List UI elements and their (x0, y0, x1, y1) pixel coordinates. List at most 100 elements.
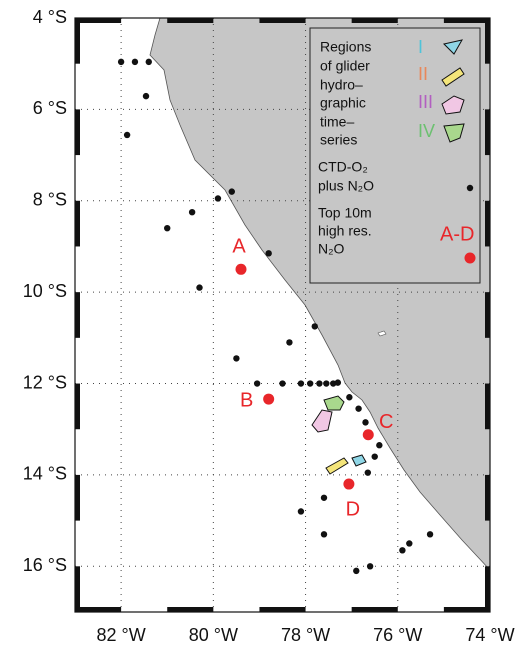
lat-tick-label: 16 °S (23, 555, 67, 575)
site-label: D (346, 498, 360, 520)
border-block (75, 200, 80, 247)
legend-text: graphic (320, 95, 366, 111)
station (297, 508, 305, 515)
legend-site-dot (464, 252, 476, 264)
station (253, 380, 261, 387)
region-II (325, 457, 349, 475)
legend-box (309, 27, 481, 284)
station (376, 442, 383, 449)
border-block (351, 607, 398, 612)
lon-tick-label: 76 °W (373, 625, 422, 645)
lon-tick-label: 82 °W (97, 625, 146, 645)
station (164, 224, 171, 232)
border-block (75, 292, 80, 338)
lat-tick-label: 14 °S (23, 464, 67, 484)
station (346, 394, 353, 401)
border-block (351, 18, 398, 23)
station (355, 405, 362, 412)
site-dot (362, 429, 374, 441)
station (353, 567, 360, 575)
station (279, 380, 286, 387)
lat-tick-label: 10 °S (23, 281, 67, 301)
station (311, 323, 318, 330)
station (399, 547, 406, 554)
legend-text: CTD-O₂ (318, 159, 368, 175)
site-label: B (240, 389, 253, 411)
legend-text: time– (320, 114, 354, 130)
legend-station-dot (466, 184, 474, 192)
station (131, 58, 139, 66)
border-block (75, 109, 80, 156)
site-label: C (379, 411, 393, 433)
legend-icon-II (441, 67, 465, 87)
legend-text: plus N₂O (318, 178, 374, 194)
station (145, 58, 152, 66)
station (406, 540, 413, 547)
legend-text: Top 10m (318, 205, 372, 221)
station (233, 355, 240, 362)
station (371, 453, 378, 460)
lat-tick-label: 4 °S (33, 7, 67, 27)
legend-text: series (320, 132, 357, 148)
station (362, 419, 369, 426)
site-dot (343, 478, 355, 490)
station (196, 284, 203, 291)
legend-region-label: IV (418, 121, 435, 141)
station (265, 250, 272, 257)
legend-text: high res. (318, 223, 372, 239)
station (214, 195, 222, 202)
station (334, 379, 342, 386)
station (320, 494, 328, 501)
legend-region-label: I (418, 37, 423, 57)
lon-tick-label: 74 °W (465, 625, 514, 645)
border-block (75, 607, 122, 612)
border-block (485, 18, 490, 64)
border-block (75, 18, 122, 23)
legend-icon-IV (443, 123, 465, 143)
border-block (75, 383, 80, 430)
station (123, 131, 131, 139)
station (426, 531, 434, 538)
site-dot (235, 263, 247, 275)
border-block (485, 474, 490, 521)
legend-text: hydro– (320, 77, 363, 93)
legend-icon-III (441, 95, 465, 115)
border-block (259, 18, 306, 23)
border-block (259, 607, 306, 612)
border-block (485, 566, 490, 612)
site-label: A (232, 236, 246, 258)
border-block (485, 200, 490, 247)
border-block (443, 18, 490, 23)
border-block (443, 607, 490, 612)
legend-sites-label: A-D (440, 223, 474, 245)
station (228, 188, 235, 195)
lat-tick-label: 6 °S (33, 98, 67, 118)
border-block (485, 383, 490, 430)
region-I (351, 454, 367, 467)
station (297, 380, 305, 387)
legend-icon-I (443, 39, 463, 55)
legend-text: Regions (320, 39, 371, 55)
site-dot (263, 393, 275, 405)
station (286, 339, 293, 346)
lon-tick-label: 80 °W (189, 625, 238, 645)
station (316, 380, 323, 387)
lat-tick-label: 8 °S (33, 190, 67, 210)
station (366, 563, 374, 570)
region-III (311, 409, 333, 433)
legend-region-label: III (418, 92, 433, 112)
station (188, 208, 196, 216)
region-IV (323, 395, 345, 411)
border-block (167, 607, 214, 612)
station (364, 469, 372, 476)
legend-text: of glider (320, 58, 370, 74)
border-block (167, 18, 214, 23)
border-block (75, 18, 80, 64)
station (320, 531, 328, 538)
border-block (75, 566, 80, 612)
border-block (485, 292, 490, 338)
station (142, 92, 150, 100)
border-block (75, 474, 80, 521)
legend-region-label: II (418, 64, 428, 84)
